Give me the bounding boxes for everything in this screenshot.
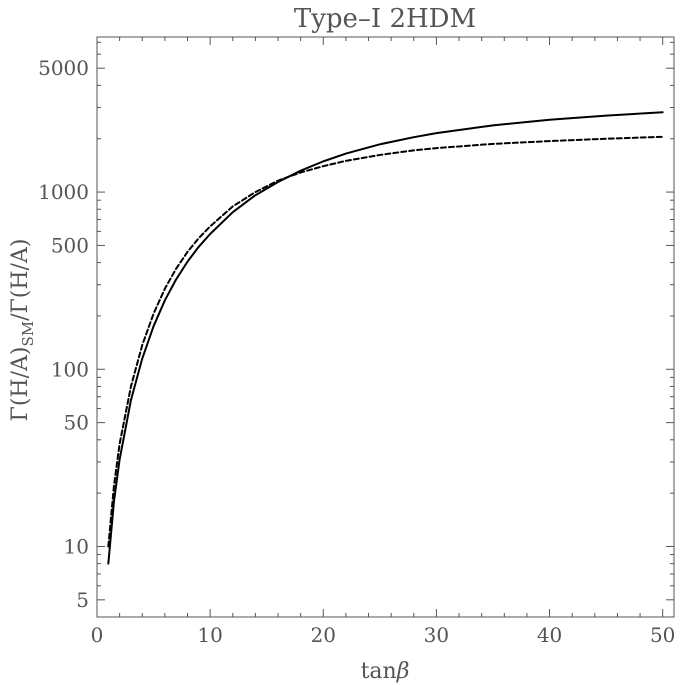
y-axis-label-tail: /Γ(H/A) <box>8 239 33 321</box>
y-tick-label: 50 <box>64 411 89 435</box>
x-tick-label: 50 <box>650 623 675 647</box>
x-tick-label: 30 <box>424 623 449 647</box>
x-axis-label-text: tan <box>361 659 397 684</box>
x-axis-label-symbol: β <box>396 659 410 684</box>
x-tick-label: 40 <box>537 623 562 647</box>
x-tick-label: 10 <box>197 623 222 647</box>
chart-title: Type–I 2HDM <box>294 4 476 34</box>
y-axis-label-sub: SM <box>19 321 37 347</box>
y-tick-label: 10 <box>64 534 89 558</box>
y-axis-label-main: Γ(H/A) <box>8 347 33 422</box>
series-line-solid <box>107 111 664 565</box>
x-tick-label: 0 <box>91 623 104 647</box>
x-tick-label: 20 <box>311 623 336 647</box>
y-tick-label: 5 <box>76 588 89 612</box>
y-axis-label: Γ(H/A)SM/Γ(H/A) <box>8 239 37 422</box>
y-tick-label: 100 <box>51 357 89 381</box>
y-tick-label: 500 <box>51 233 89 257</box>
y-tick-label: 1000 <box>38 180 89 204</box>
plot-frame <box>96 36 675 618</box>
ticks <box>96 37 674 618</box>
series <box>107 111 664 565</box>
series-line-dashed <box>107 135 664 548</box>
tick-labels: 0 10 20 30 40 50 5 10 50 100 500 1000 5000 <box>38 56 675 647</box>
y-tick-label: 5000 <box>38 56 89 80</box>
x-axis-label: tanβ <box>361 659 410 684</box>
